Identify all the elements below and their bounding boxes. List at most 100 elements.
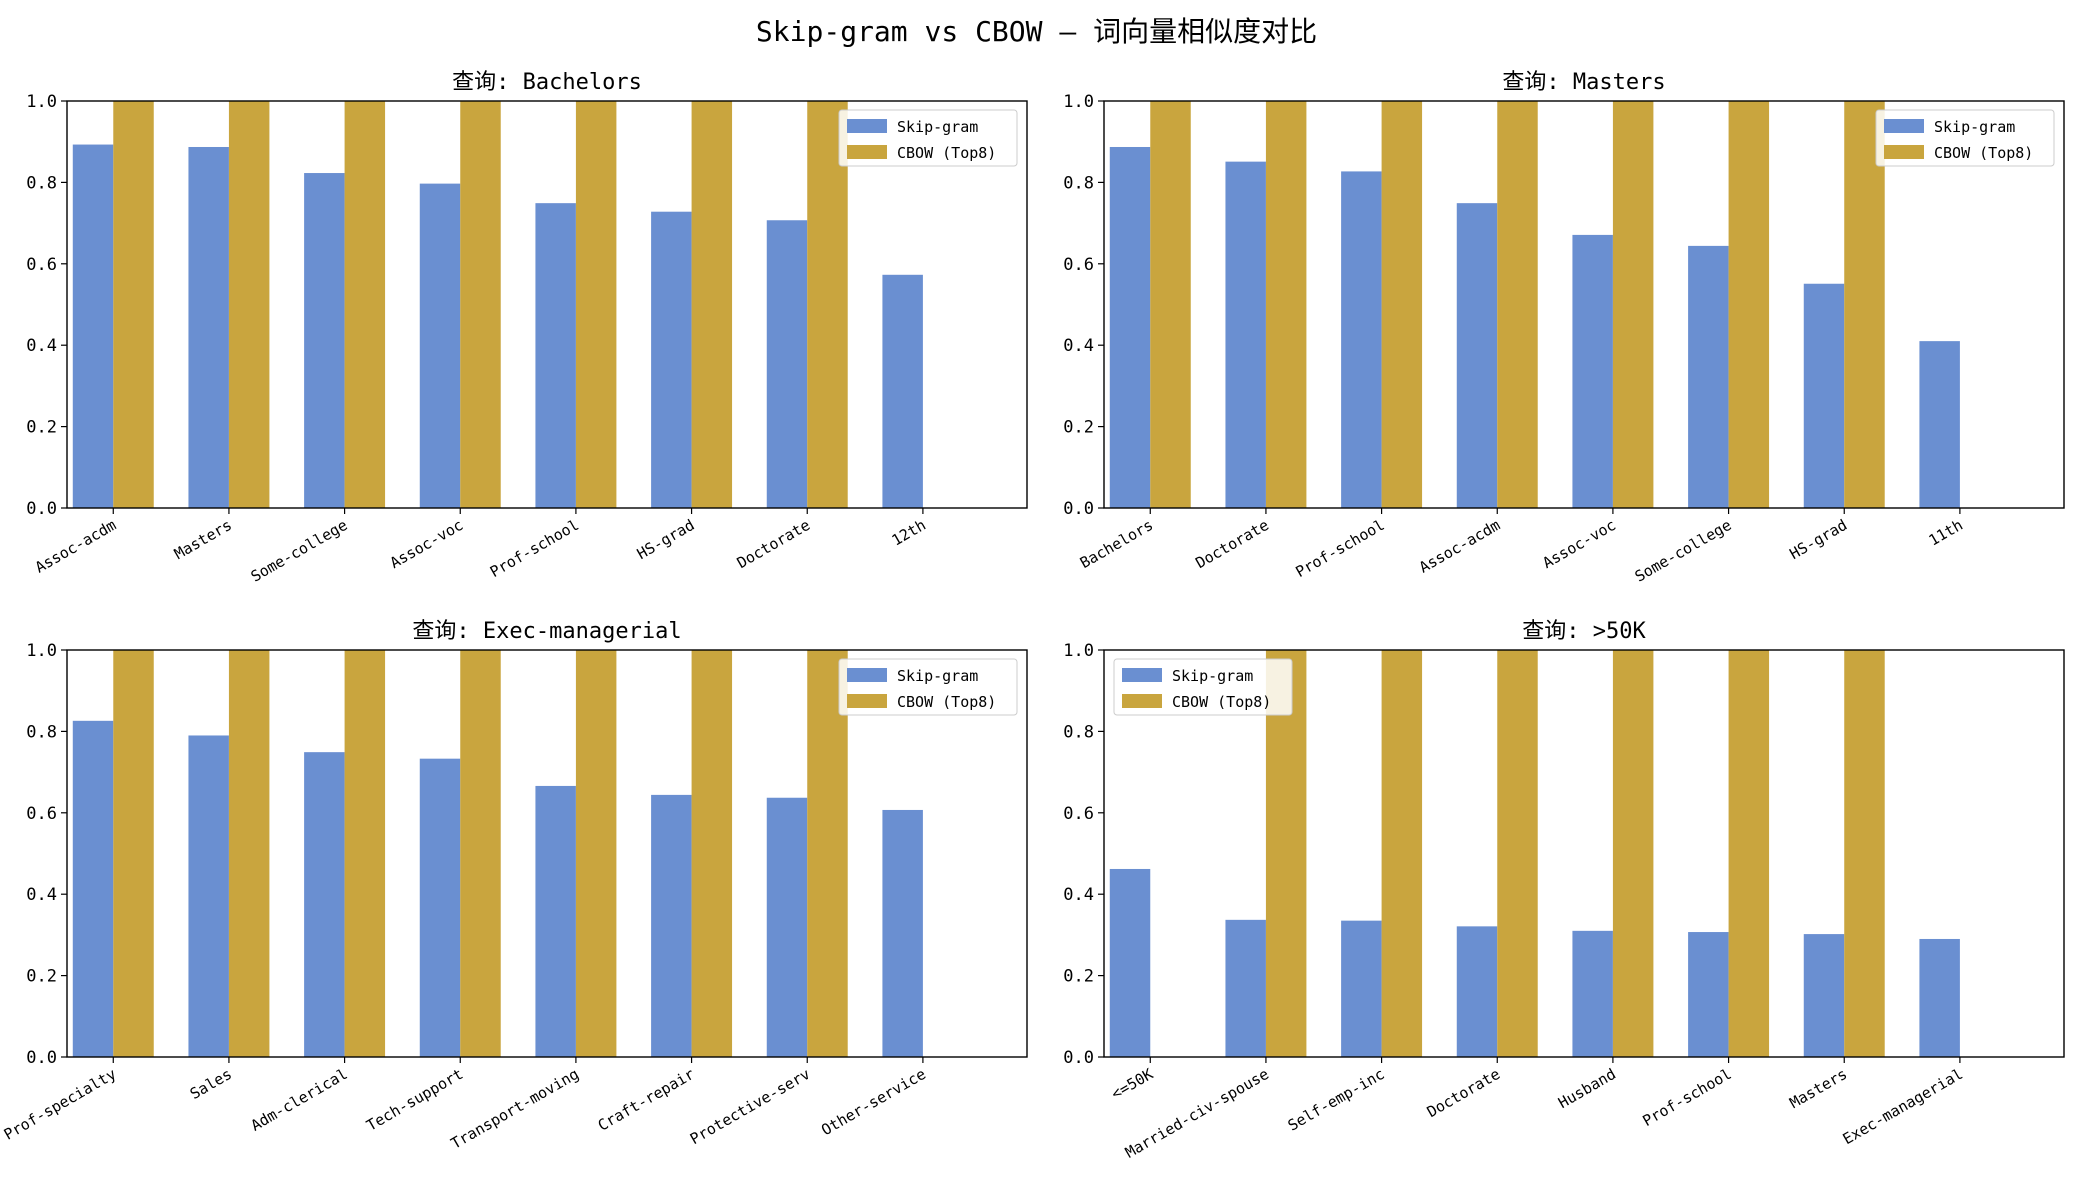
bar-cbow-craft-repair [691,650,733,1057]
legend-swatch-cbow [847,694,887,708]
x-tick-label-50k: <=50K [1108,1065,1156,1103]
axes-frame [1103,649,2065,1058]
bar-cbow-transport-moving [575,650,617,1057]
figure-title: Skip-gram vs CBOW — 词向量相似度对比 [755,15,1318,48]
bar-skipgram-assoc-voc [419,183,461,508]
legend-label-skipgram: Skip-gram [1172,667,1253,685]
bar-skipgram-sales [188,735,229,1057]
bar-cbow-prof-school [575,101,617,508]
bar-cbow-protective-serv [807,650,848,1057]
legend-label-cbow: CBOW (Top8) [1934,144,2033,162]
y-tick-label: 0.2 [26,418,57,438]
bar-skipgram-assoc-acdm [72,144,114,509]
bar-skipgram-doctorate [766,220,808,508]
y-tick-label: 0.8 [1063,173,1094,193]
legend: Skip-gram CBOW (Top8) [1875,109,2055,167]
y-tick-label: 0.8 [26,722,57,742]
x-tick-label-some-college: Some-college [248,516,351,586]
y-tick-label: 0.4 [26,336,57,356]
legend-label-cbow: CBOW (Top8) [897,144,996,162]
legend-swatch-cbow [1122,694,1162,708]
bar-cbow-doctorate [807,101,848,508]
legend-label-cbow: CBOW (Top8) [1172,693,1271,711]
legend-label-cbow: CBOW (Top8) [897,693,996,711]
bar-skipgram-50k [1109,868,1151,1057]
x-tick-label-masters: Masters [171,516,235,563]
legend-swatch-skipgram [847,119,887,133]
x-tick-label-some-college: Some-college [1632,516,1735,586]
legend: Skip-gram CBOW (Top8) [838,658,1018,716]
y-tick-label: 0.2 [26,967,57,987]
y-tick-label: 1.0 [1063,92,1094,112]
axes-frame [66,649,1028,1058]
y-tick-label: 0.0 [26,499,57,519]
x-tick-label-assoc-acdm: Assoc-acdm [1416,516,1503,577]
bar-skipgram-doctorate [1456,926,1498,1057]
y-tick-label: 0.6 [26,804,57,824]
chart-panel-1: 查询: Bachelors 0.0 0.2 0.4 0.6 0.8 1.0 Assoc-acd… [26,70,1028,586]
bar-cbow-some-college [344,101,386,508]
y-tick-label: 1.0 [1063,641,1094,661]
bar-skipgram-doctorate [1225,161,1266,508]
bar-skipgram-prof-school [1341,171,1382,508]
bar-cbow-doctorate [1265,101,1307,508]
x-tick-label-doctorate: Doctorate [1424,1065,1503,1121]
bar-skipgram-hs-grad [1803,283,1845,508]
legend-label-skipgram: Skip-gram [1934,118,2015,136]
bar-cbow-husband [1612,650,1654,1057]
y-tick-label: 0.2 [1063,418,1094,438]
bar-skipgram-11th [1919,341,1960,508]
bar-skipgram-masters [1803,934,1845,1057]
x-tick-label-prof-specialty: Prof-specialty [1,1065,119,1144]
bar-skipgram-hs-grad [651,211,692,508]
legend: Skip-gram CBOW (Top8) [1113,658,1293,716]
x-tick-label-self-emp-inc: Self-emp-inc [1285,1065,1388,1135]
x-tick-label-bachelors: Bachelors [1077,516,1156,572]
x-tick-label-prof-school: Prof-school [487,516,582,581]
bar-cbow-bachelors [1150,101,1191,508]
bar-cbow-self-emp-inc [1381,650,1423,1057]
bar-cbow-assoc-acdm [1497,101,1538,508]
x-tick-label-hs-grad: HS-grad [634,516,698,563]
legend-label-skipgram: Skip-gram [897,118,978,136]
bar-cbow-adm-clerical [344,650,386,1057]
y-tick-label: 0.6 [1063,255,1094,275]
legend-swatch-cbow [847,145,887,159]
bar-skipgram-tech-support [419,758,461,1057]
x-tick-label-husband: Husband [1555,1065,1619,1112]
bar-skipgram-bachelors [1109,146,1151,509]
bar-cbow-doctorate [1497,650,1538,1057]
x-tick-label-doctorate: Doctorate [734,516,813,572]
x-tick-label-exec-managerial: Exec-managerial [1840,1065,1966,1148]
x-tick-label-11th: 11th [1926,516,1966,550]
chart-title: 查询: >50K [1522,619,1646,644]
bar-skipgram-craft-repair [651,794,692,1057]
bar-skipgram-transport-moving [535,785,576,1057]
x-tick-label-doctorate: Doctorate [1193,516,1272,572]
bar-cbow-married-civ-spouse [1265,650,1307,1057]
bar-skipgram-other-service [882,809,923,1057]
x-tick-label-adm-clerical: Adm-clerical [248,1065,351,1135]
x-tick-label-other-service: Other-service [818,1065,929,1139]
y-tick-label: 0.0 [1063,1048,1094,1068]
y-tick-label: 0.0 [1063,499,1094,519]
y-tick-label: 0.2 [1063,967,1094,987]
y-tick-label: 1.0 [26,641,57,661]
bar-skipgram-exec-managerial [1919,938,1960,1057]
bar-cbow-tech-support [460,650,501,1057]
legend-swatch-cbow [1884,145,1924,159]
legend-swatch-skipgram [1884,119,1924,133]
x-tick-label-prof-school: Prof-school [1293,516,1388,581]
bar-cbow-prof-school [1728,650,1770,1057]
chart-panel-2: 查询: Masters 0.0 0.2 0.4 0.6 0.8 1.0 Bachelors Do… [1063,70,2065,586]
x-tick-label-craft-repair: Craft-repair [595,1065,698,1135]
legend-label-skipgram: Skip-gram [897,667,978,685]
bar-skipgram-prof-specialty [72,720,114,1057]
bar-cbow-prof-school [1381,101,1423,508]
chart-title: 查询: Masters [1502,70,1665,95]
bar-skipgram-protective-serv [766,797,808,1057]
legend-swatch-skipgram [847,668,887,682]
bar-cbow-masters [228,101,270,508]
